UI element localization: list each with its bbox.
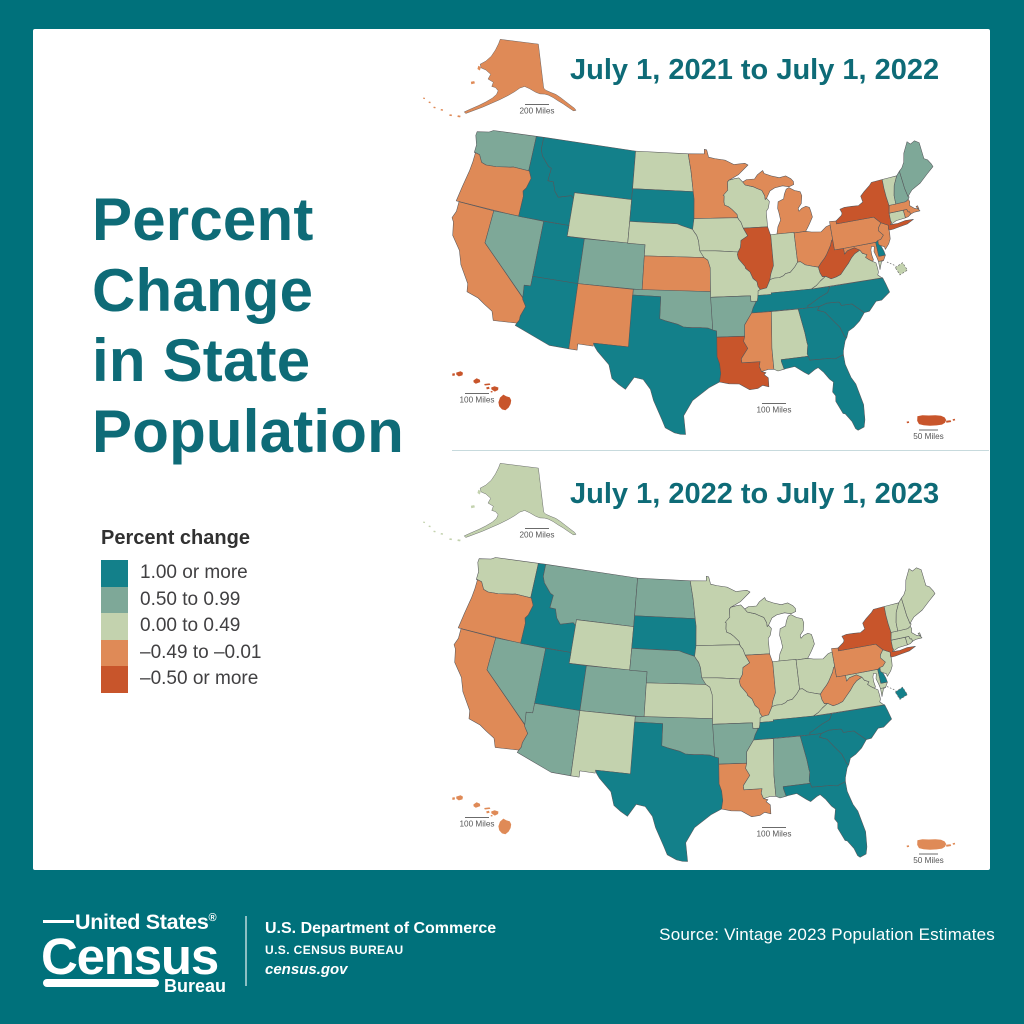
svg-text:100 Miles: 100 Miles: [756, 830, 791, 839]
svg-text:100 Miles: 100 Miles: [756, 406, 791, 415]
svg-text:50 Miles: 50 Miles: [913, 856, 944, 865]
svg-text:100 Miles: 100 Miles: [459, 396, 494, 405]
svg-text:50 Miles: 50 Miles: [913, 432, 944, 441]
svg-text:100 Miles: 100 Miles: [459, 820, 494, 829]
svg-text:200 Miles: 200 Miles: [519, 531, 554, 540]
svg-text:200 Miles: 200 Miles: [519, 107, 554, 116]
